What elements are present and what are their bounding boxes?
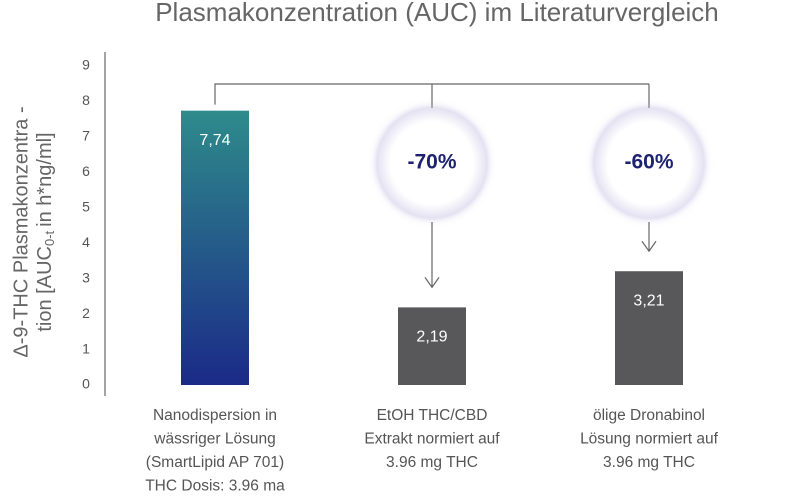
x-tick-label: Nanodispersion in [153, 407, 277, 424]
bar [181, 110, 249, 385]
bar [398, 307, 466, 385]
x-tick-label: wässriger Lösung [153, 431, 275, 448]
x-tick-label: EtOH THC/CBD [377, 407, 488, 424]
value-label: 7,74 [199, 132, 230, 149]
y-axis-label: tion [AUC0-t in h*ng/ml] [34, 132, 57, 331]
y-axis-label: Δ-9-THC Plasmakonzentra - [10, 106, 32, 357]
x-tick-label: (SmartLipid AP 701) [146, 454, 284, 471]
y-tick-label: 8 [82, 92, 90, 108]
y-tick-label: 7 [82, 128, 90, 144]
x-tick-label: Lösung normiert auf [580, 431, 719, 448]
y-axis-label-part: tion [AUC [34, 246, 56, 332]
y-tick-label: 5 [82, 198, 90, 214]
arrow-head [641, 240, 657, 253]
x-tick-label: 3.96 mg THC [386, 454, 478, 471]
y-axis-label-part: in h*ng/ml] [34, 132, 56, 227]
annotation-circle [594, 108, 704, 218]
annotation: -60% [624, 151, 673, 174]
x-tick-label: Extrakt normiert auf [364, 431, 500, 448]
value-label: 2,19 [416, 329, 447, 346]
y-tick-label: 0 [82, 376, 90, 392]
arrow-head [424, 277, 440, 289]
x-tick-label: THC Dosis: 3.96 ma [145, 478, 285, 492]
value-label: 3,21 [633, 292, 664, 309]
y-tick-label: 4 [82, 234, 90, 250]
y-tick-label: 9 [82, 57, 90, 73]
y-tick-label: 3 [82, 269, 90, 285]
bar [615, 271, 683, 385]
annotation: -70% [407, 151, 456, 174]
annotation-circle [377, 108, 487, 218]
x-tick-label: 3.96 mg THC [603, 454, 695, 471]
y-tick-label: 1 [82, 340, 90, 356]
chart-title: Plasmakonzentration (AUC) im Literaturve… [155, 0, 719, 27]
y-tick-label: 2 [82, 305, 90, 321]
y-axis-label-subscript: 0-t [42, 230, 57, 246]
y-tick-label: 6 [82, 163, 90, 179]
bracket [214, 83, 649, 105]
x-tick-label: ölige Dronabinol [593, 407, 705, 424]
